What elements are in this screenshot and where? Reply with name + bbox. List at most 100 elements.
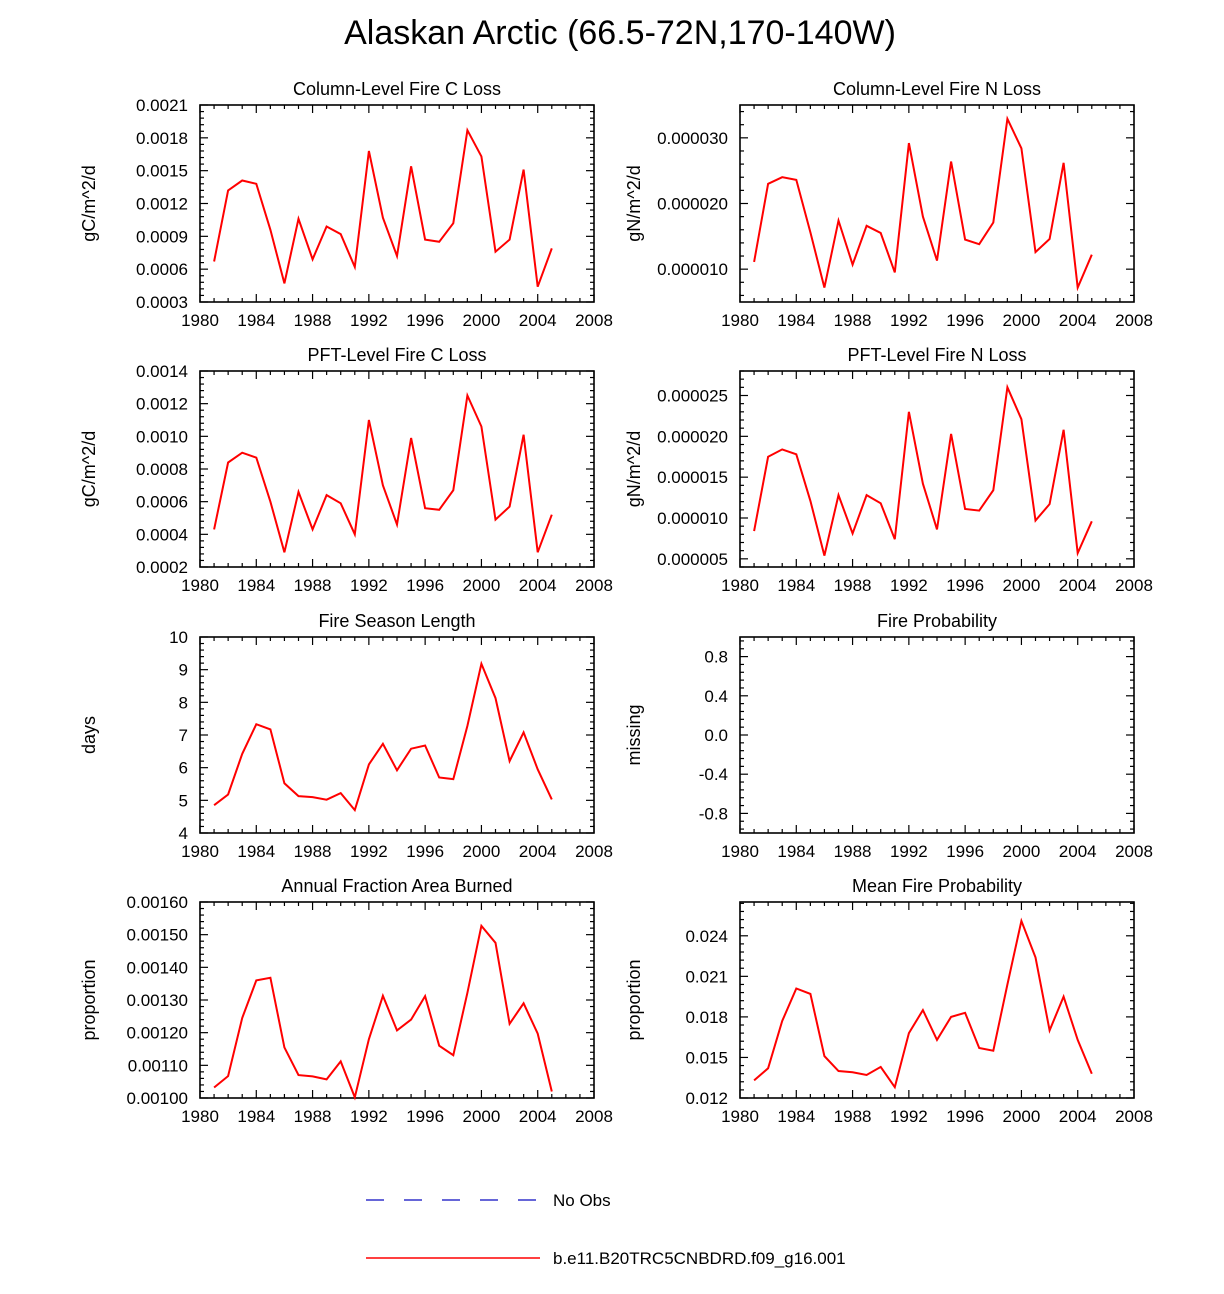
y-tick-label: 0.0018 <box>136 129 188 148</box>
x-tick-label: 2008 <box>1115 311 1153 330</box>
x-tick-label: 1988 <box>294 311 332 330</box>
y-tick-label: 6 <box>179 759 188 778</box>
x-tick-label: 1984 <box>237 842 275 861</box>
panel-title: Mean Fire Probability <box>852 876 1022 896</box>
y-tick-label: 0.012 <box>685 1089 728 1108</box>
x-tick-label: 1996 <box>406 576 444 595</box>
chart-panel-pft-c: 1980 1984 1988 1992 1996 2000 2004 2008 0.0002 0.… <box>79 345 613 595</box>
x-tick-label: 1992 <box>890 842 928 861</box>
x-tick-label: 1980 <box>181 311 219 330</box>
y-tick-label: 0.00160 <box>127 893 188 912</box>
x-tick-label: 2008 <box>1115 576 1153 595</box>
x-tick-label: 1984 <box>777 842 815 861</box>
chart-panel-pft-n: 1980 1984 1988 1992 1996 2000 2004 2008 0.000005… <box>624 345 1153 595</box>
x-tick-label: 1980 <box>181 576 219 595</box>
y-tick-label: 0.000015 <box>657 468 728 487</box>
plot-frame <box>199 104 595 303</box>
y-tick-label: 0.0012 <box>136 395 188 414</box>
x-tick-label: 1992 <box>890 1107 928 1126</box>
y-tick-label: 0.0004 <box>136 525 188 544</box>
chart-panel-meanprob: 1980 1984 1988 1992 1996 2000 2004 2008 0.012 0.0… <box>624 876 1153 1126</box>
x-tick-label: 1996 <box>946 842 984 861</box>
y-tick-label: 0.000020 <box>657 427 728 446</box>
x-tick-label: 1980 <box>181 1107 219 1126</box>
x-tick-label: 2008 <box>1115 842 1153 861</box>
x-tick-label: 1988 <box>294 842 332 861</box>
x-tick-label: 1996 <box>406 1107 444 1126</box>
plot-frame <box>739 104 1135 303</box>
x-tick-label: 2008 <box>575 842 613 861</box>
chart-panel-col-n: 1980 1984 1988 1992 1996 2000 2004 2008 0.000010… <box>624 79 1153 330</box>
y-tick-label: 0.0021 <box>136 96 188 115</box>
legend: No Obs b.e11.B20TRC5CNBDRD.f09_g16.001 <box>366 1191 846 1268</box>
x-tick-label: 2000 <box>1003 576 1041 595</box>
y-axis-label: proportion <box>79 959 99 1040</box>
chart-panel-prob: 1980 1984 1988 1992 1996 2000 2004 2008 -0.8 -0.4… <box>624 611 1153 861</box>
plot-frame <box>199 901 595 1099</box>
series-line <box>213 660 553 813</box>
y-tick-label: 0.00110 <box>128 1056 188 1075</box>
x-tick-label: 2004 <box>519 842 557 861</box>
series-line <box>213 923 553 1101</box>
series-line <box>753 115 1093 292</box>
x-tick-label: 1992 <box>350 576 388 595</box>
x-tick-label: 2008 <box>575 1107 613 1126</box>
x-tick-label: 2000 <box>463 576 501 595</box>
y-tick-label: 7 <box>179 726 188 745</box>
plot-frame <box>739 901 1135 1099</box>
plot-frame <box>739 370 1135 568</box>
y-tick-label: 0.0006 <box>136 260 188 279</box>
y-tick-label: 0.0012 <box>136 195 188 214</box>
series-line <box>753 383 1093 557</box>
y-tick-label: 0.0010 <box>136 427 188 446</box>
x-tick-label: 1980 <box>721 842 759 861</box>
x-tick-label: 2000 <box>1003 842 1041 861</box>
x-tick-label: 2004 <box>519 311 557 330</box>
chart-panel-season: 1980 1984 1988 1992 1996 2000 2004 2008 4 5 6 7 8 9 10… <box>79 611 613 861</box>
chart-panel-col-c: 1980 1984 1988 1992 1996 2000 2004 2008 0.0003 0.… <box>79 79 613 330</box>
y-tick-label: 4 <box>179 824 188 843</box>
y-axis-label: gC/m^2/d <box>79 431 99 507</box>
y-axis-label: proportion <box>624 959 644 1040</box>
x-tick-label: 1984 <box>777 576 815 595</box>
y-tick-label: 0.00140 <box>127 958 188 977</box>
x-tick-label: 2004 <box>519 1107 557 1126</box>
legend-obs-label: No Obs <box>553 1191 611 1210</box>
x-tick-label: 1984 <box>777 311 815 330</box>
x-tick-label: 1984 <box>237 576 275 595</box>
x-tick-label: 1992 <box>890 576 928 595</box>
x-tick-label: 1996 <box>946 1107 984 1126</box>
y-tick-label: 0.00120 <box>127 1024 188 1043</box>
x-tick-label: 1980 <box>721 576 759 595</box>
legend-model-label: b.e11.B20TRC5CNBDRD.f09_g16.001 <box>553 1249 846 1268</box>
series-line <box>213 391 553 553</box>
x-tick-label: 2000 <box>1003 311 1041 330</box>
y-tick-label: -0.8 <box>699 804 728 823</box>
x-tick-label: 2008 <box>575 311 613 330</box>
panel-title: PFT-Level Fire C Loss <box>307 345 486 365</box>
y-tick-label: 8 <box>179 693 188 712</box>
x-tick-label: 2000 <box>1003 1107 1041 1126</box>
x-tick-label: 1980 <box>721 311 759 330</box>
y-tick-label: 0.00100 <box>127 1089 188 1108</box>
y-axis-label: gC/m^2/d <box>79 165 99 241</box>
y-tick-label: 0.4 <box>704 687 728 706</box>
y-axis-label: missing <box>624 704 644 765</box>
y-tick-label: 0.000020 <box>657 195 728 214</box>
x-tick-label: 1984 <box>237 1107 275 1126</box>
y-tick-label: 9 <box>179 661 188 680</box>
x-tick-label: 1996 <box>946 576 984 595</box>
x-tick-label: 2004 <box>1059 311 1097 330</box>
y-tick-label: 0.015 <box>685 1048 728 1067</box>
y-tick-label: 0.00130 <box>127 991 188 1010</box>
x-tick-label: 1980 <box>721 1107 759 1126</box>
y-tick-label: 0.0009 <box>136 227 188 246</box>
x-tick-label: 1980 <box>181 842 219 861</box>
x-tick-label: 2000 <box>463 842 501 861</box>
x-tick-label: 1988 <box>834 311 872 330</box>
x-tick-label: 1988 <box>834 842 872 861</box>
x-tick-label: 1988 <box>294 576 332 595</box>
y-tick-label: 0.000010 <box>657 260 728 279</box>
y-tick-label: 0.024 <box>685 927 728 946</box>
series-line <box>213 127 553 288</box>
